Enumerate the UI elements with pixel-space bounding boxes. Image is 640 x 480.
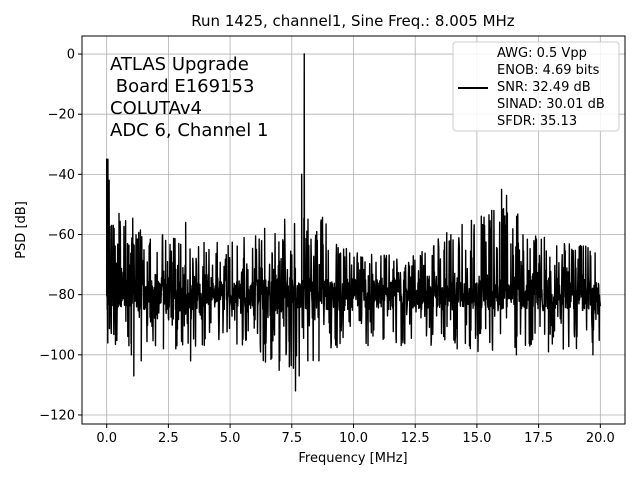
- annotation-line: COLUTAv4: [110, 98, 202, 119]
- legend-entry: SNR: 32.49 dB: [497, 80, 591, 95]
- x-tick-label: 20.0: [586, 431, 615, 446]
- legend-entry: SFDR: 35.13: [497, 114, 577, 129]
- dc-peak-point: [105, 158, 108, 161]
- x-tick-label: 17.5: [524, 431, 553, 446]
- chart-title: Run 1425, channel1, Sine Freq.: 8.005 MH…: [191, 12, 515, 30]
- legend-box: [452, 41, 620, 132]
- x-tick-label: 7.5: [281, 431, 302, 446]
- y-tick-label: −60: [48, 228, 75, 243]
- y-tick-label: −20: [48, 108, 75, 123]
- y-tick-label: −120: [39, 408, 75, 423]
- x-tick-label: 10.0: [339, 431, 368, 446]
- y-tick-label: 0: [67, 48, 75, 63]
- legend-entry: AWG: 0.5 Vpp: [497, 46, 587, 61]
- x-tick-label: 2.5: [158, 431, 179, 446]
- legend: AWG: 0.5 Vpp ENOB: 4.69 bits SNR: 32.49 …: [452, 41, 620, 132]
- x-axis-label: Frequency [MHz]: [298, 451, 407, 466]
- y-tick-label: −100: [39, 348, 75, 363]
- y-axis-label: PSD [dB]: [14, 201, 29, 259]
- x-tick-label: 0.0: [96, 431, 117, 446]
- x-axis: 0.0 2.5 5.0 7.5 10.0 12.5 15.0 17.5 20.0: [96, 424, 615, 446]
- annotation-line: ADC 6, Channel 1: [110, 120, 268, 141]
- signal-peak-point: [303, 53, 306, 55]
- annotation-line: ATLAS Upgrade: [110, 54, 249, 75]
- annotation-line: Board E169153: [110, 76, 254, 97]
- x-tick-label: 5.0: [220, 431, 241, 446]
- board-annotation: ATLAS Upgrade Board E169153 COLUTAv4 ADC…: [110, 54, 268, 141]
- x-tick-label: 12.5: [401, 431, 430, 446]
- y-tick-label: −80: [48, 288, 75, 303]
- x-tick-label: 15.0: [462, 431, 491, 446]
- legend-entry: SINAD: 30.01 dB: [497, 97, 605, 112]
- psd-series: [105, 53, 602, 392]
- legend-entry: ENOB: 4.69 bits: [497, 63, 600, 78]
- y-tick-label: −40: [48, 168, 75, 183]
- y-axis: 0 −20 −40 −60 −80 −100 −120: [39, 48, 82, 423]
- psd-line: [105, 53, 602, 392]
